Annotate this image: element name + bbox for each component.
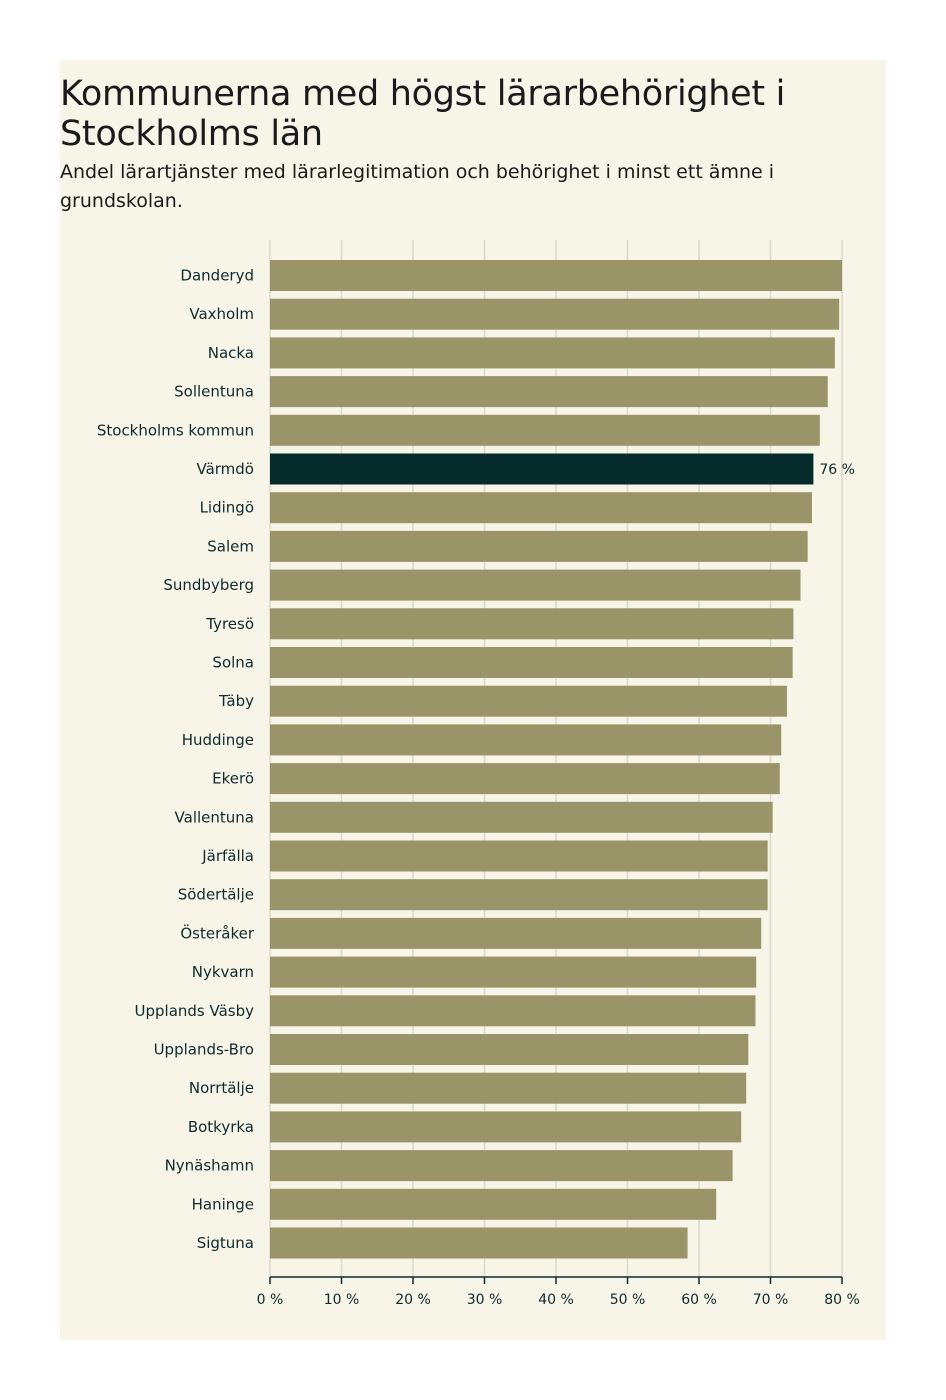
x-tick-label-70: 70 % [753,1292,789,1308]
bar-nykvarn [270,956,757,988]
bar-lidingo [270,492,812,524]
highlight-value-label: 76 % [819,462,855,478]
category-label-sollentuna: Sollentuna [174,383,254,401]
category-label-nacka: Nacka [208,344,254,362]
bar-osteraker [270,917,762,949]
x-tick-label-80: 80 % [824,1292,860,1308]
category-label-taby: Täby [218,692,254,710]
bar-nacka [270,337,835,369]
category-label-botkyrka: Botkyrka [188,1118,254,1136]
bar-solna [270,647,793,678]
bar-ekero [270,763,780,795]
category-label-danderyd: Danderyd [180,267,254,285]
bar-sundbyberg [270,569,801,601]
bar-huddinge [270,724,782,756]
chart-title: Kommunerna med högst lärarbehörighet i S… [60,74,786,154]
bar-jarfalla [270,840,768,872]
category-label-norrtalje: Norrtälje [189,1079,254,1097]
category-label-lidingo: Lidingö [200,499,254,517]
category-label-osteraker: Österåker [180,923,254,942]
bar-vallentuna [270,801,773,833]
category-label-sigtuna: Sigtuna [197,1234,254,1252]
bar-upplands-vasby [270,995,756,1027]
category-label-salem: Salem [207,537,254,555]
category-label-varmdo: Värmdö [196,460,254,478]
x-tick-label-20: 20 % [395,1292,431,1308]
category-label-sundbyberg: Sundbyberg [163,576,254,594]
x-tick-label-10: 10 % [324,1292,360,1308]
bar-sodertalje [270,879,768,911]
bar-salem [270,530,808,562]
x-tick-label-60: 60 % [681,1292,717,1308]
bar-nynashamn [270,1150,733,1182]
category-label-ekero: Ekerö [212,770,254,788]
bar-stockholms-kommun [270,414,820,446]
category-label-stockholms-kommun: Stockholms kommun [97,421,254,439]
category-label-nykvarn: Nykvarn [192,963,254,981]
category-label-jarfalla: Järfälla [201,847,254,865]
category-label-upplands-vasby: Upplands Väsby [135,1002,255,1020]
annotations: 76 % [819,462,855,478]
category-label-huddinge: Huddinge [182,731,254,749]
bar-upplands-bro [270,1034,749,1065]
x-tick-label-0: 0 % [257,1292,284,1308]
x-axis: 0 % 10 % 20 % 30 % 40 % 50 % 60 % 70 % 80 % [257,1276,860,1308]
bars [270,260,842,1259]
bar-botkyrka [270,1111,742,1143]
category-label-sodertalje: Södertälje [178,886,254,904]
category-label-vaxholm: Vaxholm [189,305,254,323]
x-tick-label-30: 30 % [467,1292,503,1308]
x-tick-label-40: 40 % [538,1292,574,1308]
x-tick-label-50: 50 % [610,1292,646,1308]
bar-haninge [270,1188,717,1220]
category-label-haninge: Haninge [192,1195,254,1213]
bar-sigtuna [270,1227,688,1259]
category-label-upplands-bro: Upplands-Bro [154,1041,254,1059]
bar-danderyd [270,260,842,291]
gridlines [269,240,843,1277]
bar-vaxholm [270,298,840,330]
bar-tyreso [270,608,794,640]
bar-norrtalje [270,1072,747,1104]
category-label-vallentuna: Vallentuna [175,808,254,826]
category-label-solna: Solna [212,654,254,672]
bar-sollentuna [270,376,828,408]
category-label-tyreso: Tyresö [205,615,254,633]
bar-taby [270,685,787,717]
category-labels: Danderyd Vaxholm Nacka Sollentuna Stockholms… [97,267,255,1253]
bar-varmdo [270,453,814,485]
category-label-nynashamn: Nynäshamn [165,1157,254,1175]
chart-subtitle: Andel lärartjänster med lärarlegitimatio… [60,161,775,212]
